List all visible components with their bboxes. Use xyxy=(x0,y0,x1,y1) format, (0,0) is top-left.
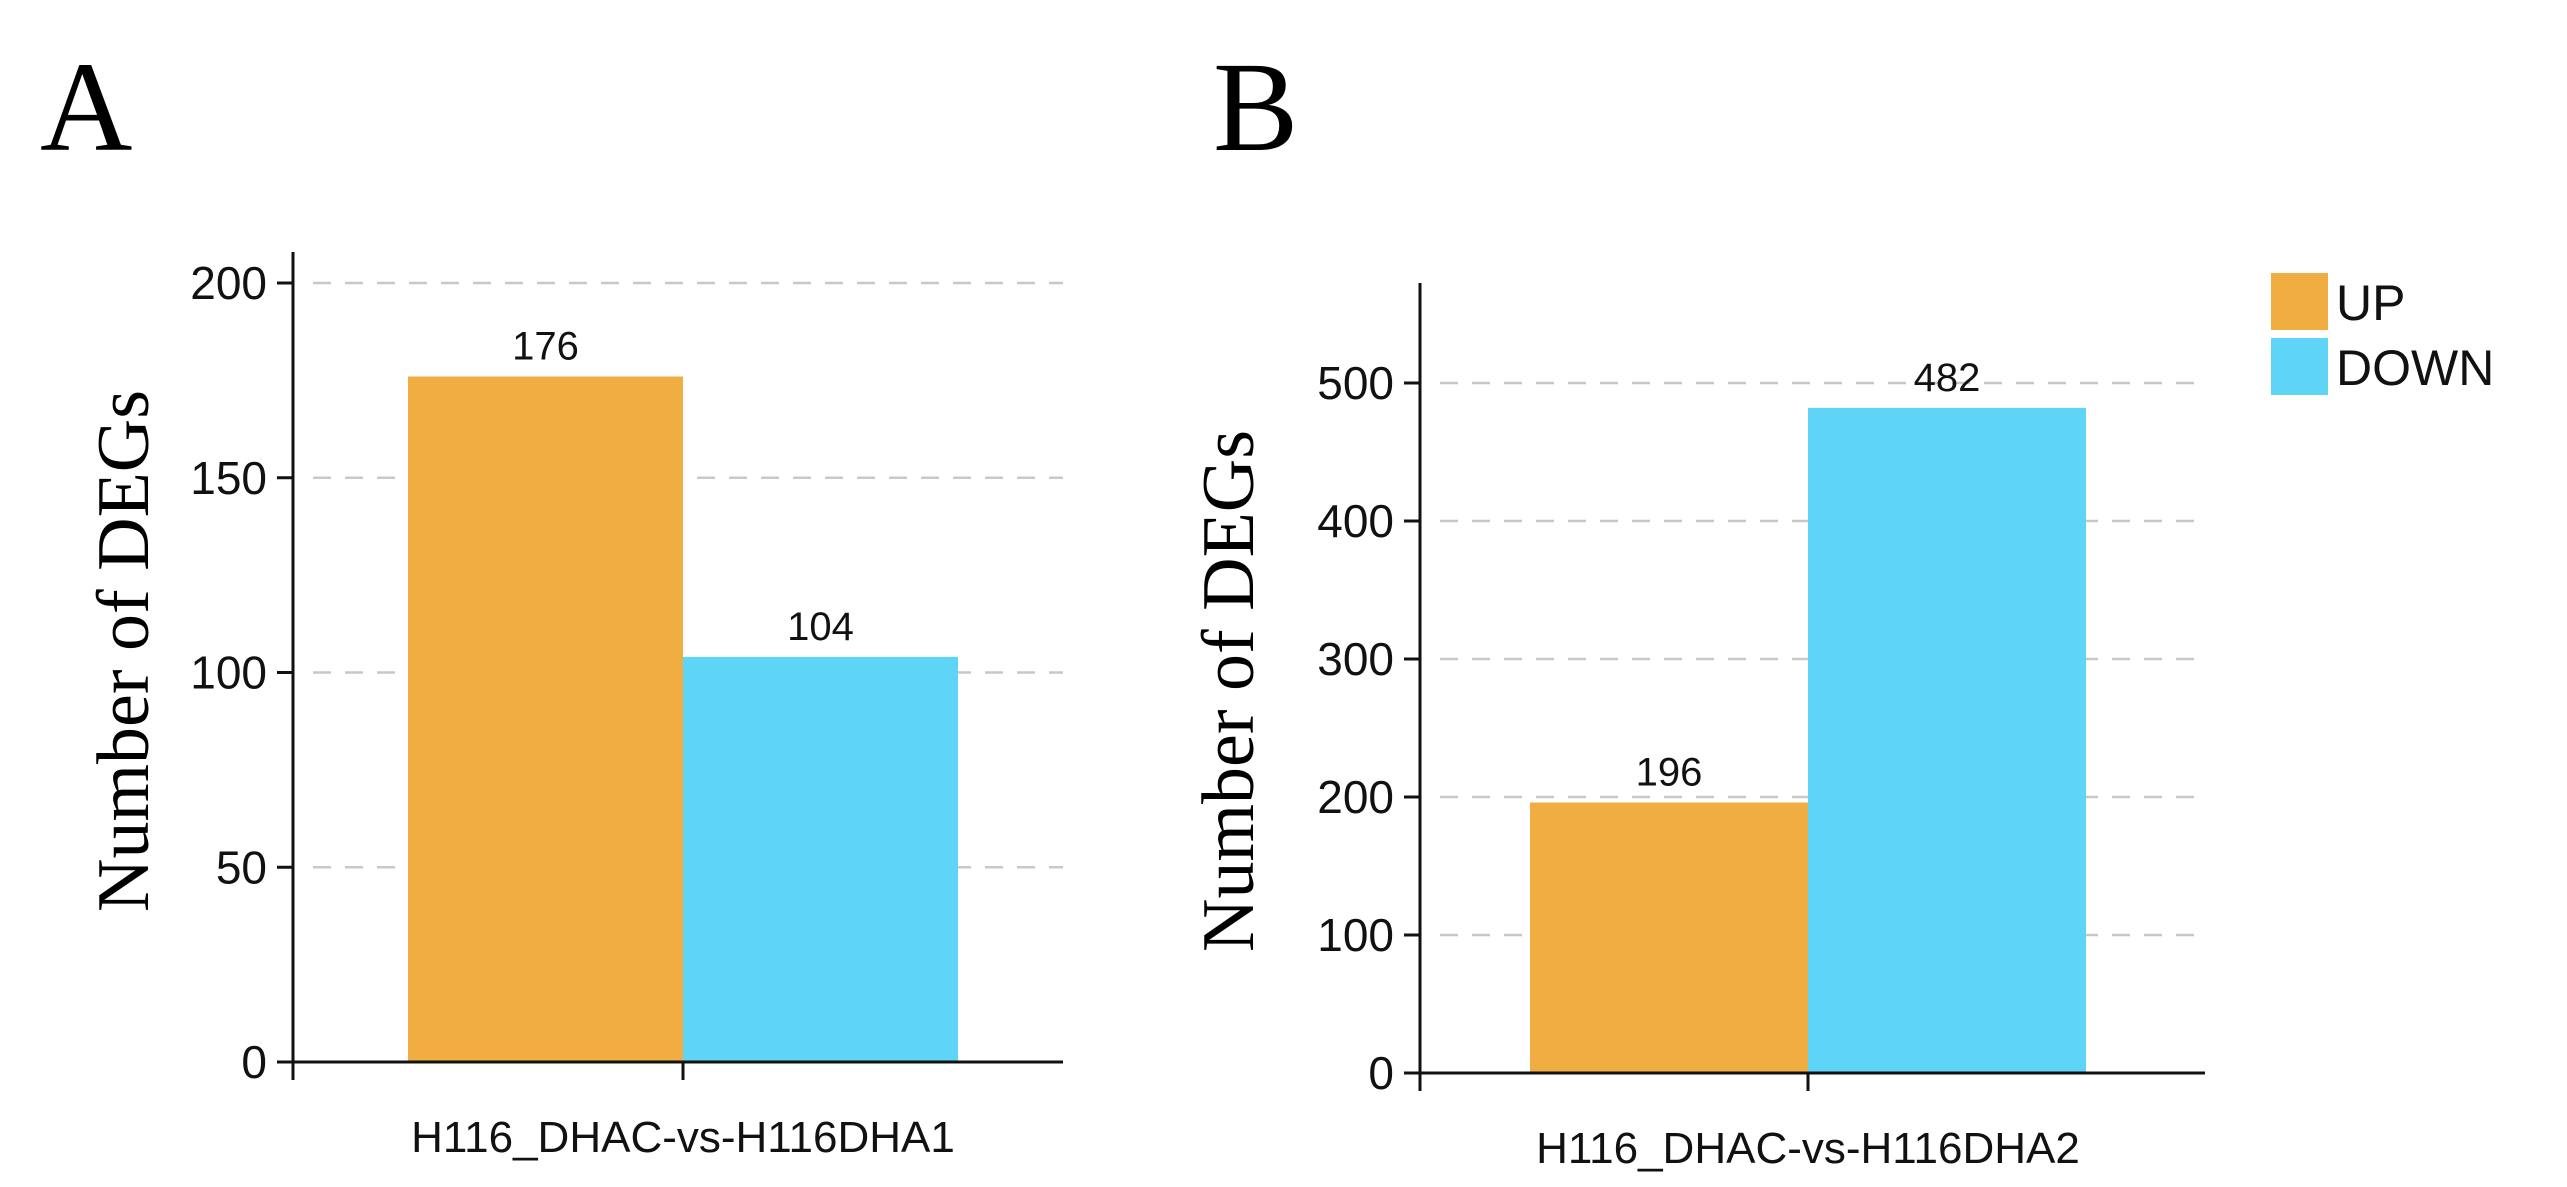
panel-a-x-category-label: H116_DHAC-vs-H116DHA1 xyxy=(411,1113,955,1162)
panel-b-axes xyxy=(1418,283,2205,1091)
panel-a-y-axis-label: Number of DEGs xyxy=(83,390,165,912)
bar-up xyxy=(1530,802,1808,1073)
data-label-up: 196 xyxy=(1636,751,1703,795)
y-tick-label-0: 0 xyxy=(241,1036,267,1088)
panel-b-data-labels: 196 482 xyxy=(1636,356,1981,795)
panel-b-x-category-label: H116_DHAC-vs-H116DHA2 xyxy=(1536,1124,2080,1173)
panel-a-y-ticks: 0 50 100 150 200 xyxy=(190,257,293,1088)
legend: UP DOWN xyxy=(2271,273,2494,396)
legend-swatch-down xyxy=(2271,338,2328,395)
panel-b-y-ticks: 0 100 200 300 400 500 xyxy=(1317,357,1420,1099)
data-label-down: 482 xyxy=(1914,356,1981,400)
panel-b-letter: B xyxy=(1213,36,1298,178)
y-tick-label-200: 200 xyxy=(1317,771,1394,823)
bar-down xyxy=(1808,407,2086,1074)
panel-a-letter: A xyxy=(40,36,132,178)
panel-a-axes xyxy=(291,252,1063,1080)
panel-a-bars xyxy=(408,376,958,1063)
bar-down xyxy=(683,656,958,1062)
y-tick-label-150: 150 xyxy=(190,452,267,504)
panel-a-data-labels: 176 104 xyxy=(512,324,854,648)
y-tick-label-400: 400 xyxy=(1317,495,1394,547)
data-label-down: 104 xyxy=(787,605,854,649)
chart-panel-a: A Number of DEGs 176 104 0 50 100 150 200 H11… xyxy=(40,36,1063,1162)
y-tick-label-200: 200 xyxy=(190,257,267,309)
y-tick-label-50: 50 xyxy=(216,841,267,893)
data-label-up: 176 xyxy=(512,324,579,368)
y-tick-label-0: 0 xyxy=(1368,1047,1394,1099)
legend-label-down: DOWN xyxy=(2336,340,2494,396)
y-tick-label-500: 500 xyxy=(1317,357,1394,409)
chart-panel-b: B Number of DEGs 196 482 0 100 200 300 400 500… xyxy=(1188,36,2205,1173)
y-tick-label-100: 100 xyxy=(1317,909,1394,961)
y-tick-label-100: 100 xyxy=(190,647,267,699)
legend-label-up: UP xyxy=(2336,275,2405,331)
y-tick-label-300: 300 xyxy=(1317,633,1394,685)
panel-b-bars xyxy=(1530,407,2086,1074)
panel-b-y-axis-label: Number of DEGs xyxy=(1188,430,1270,952)
legend-swatch-up xyxy=(2271,273,2328,330)
bar-up xyxy=(408,376,683,1063)
